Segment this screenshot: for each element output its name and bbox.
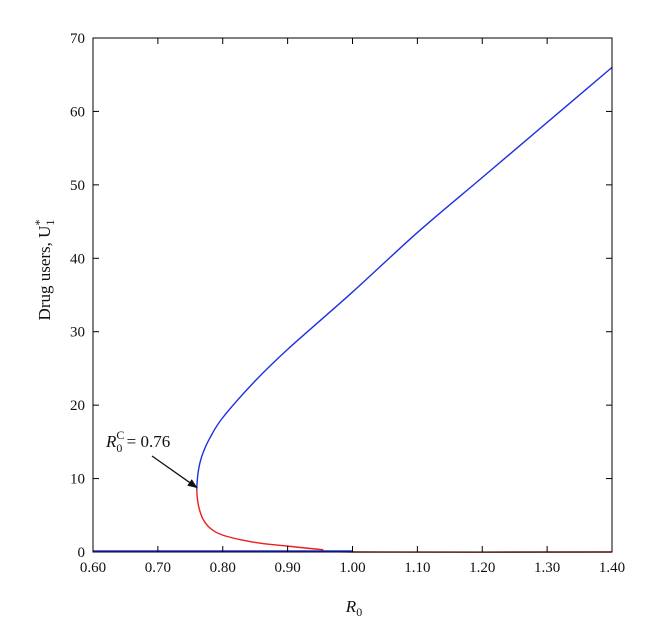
y-axis-label-main: Drug users, U: [35, 226, 54, 321]
annotation-label: RC 0 = 0.76: [105, 428, 170, 455]
y-tick-label: 10: [70, 472, 85, 488]
plot-area: [93, 66, 613, 553]
y-tick-label: 20: [70, 398, 85, 414]
series-lower-unstable: [196, 489, 613, 553]
y-axis-label-sub: 1: [43, 220, 57, 226]
y-axis: 0 10 20 30 40 50 60 70: [70, 31, 612, 561]
x-axis: 0.60 0.70 0.80 0.90 1.00 1.10 1.20 1.30 1.40: [80, 38, 625, 576]
x-tick-label: 0.60: [80, 560, 106, 576]
x-axis-label-main: R: [345, 597, 357, 616]
annotation-r: R: [105, 432, 117, 451]
y-tick-label: 30: [70, 325, 85, 341]
annotation-arrow: [151, 455, 198, 489]
x-tick-label: 1.20: [469, 560, 495, 576]
y-tick-label: 0: [78, 545, 86, 561]
x-tick-label: 0.90: [275, 560, 301, 576]
y-tick-label: 50: [70, 178, 85, 194]
annotation-value: = 0.76: [122, 432, 170, 451]
annotation-sub: 0: [116, 441, 122, 455]
y-tick-label: 60: [70, 104, 85, 120]
y-axis-label: Drug users, U*1: [32, 220, 57, 321]
x-tick-label: 0.70: [145, 560, 171, 576]
annotation-sup: C: [116, 428, 124, 442]
y-tick-label: 70: [70, 31, 85, 47]
y-tick-label: 40: [70, 251, 85, 267]
series-upper-stable: [196, 66, 613, 490]
y-axis-label-sup: *: [32, 220, 46, 226]
x-tick-label: 1.00: [339, 560, 365, 576]
x-tick-label: 1.10: [404, 560, 430, 576]
x-tick-label: 0.80: [210, 560, 236, 576]
x-tick-label: 1.30: [534, 560, 560, 576]
x-axis-label: R0: [345, 597, 362, 619]
x-tick-label: 1.40: [599, 560, 625, 576]
plot-frame: [92, 37, 613, 553]
x-axis-label-sub: 0: [356, 605, 362, 619]
